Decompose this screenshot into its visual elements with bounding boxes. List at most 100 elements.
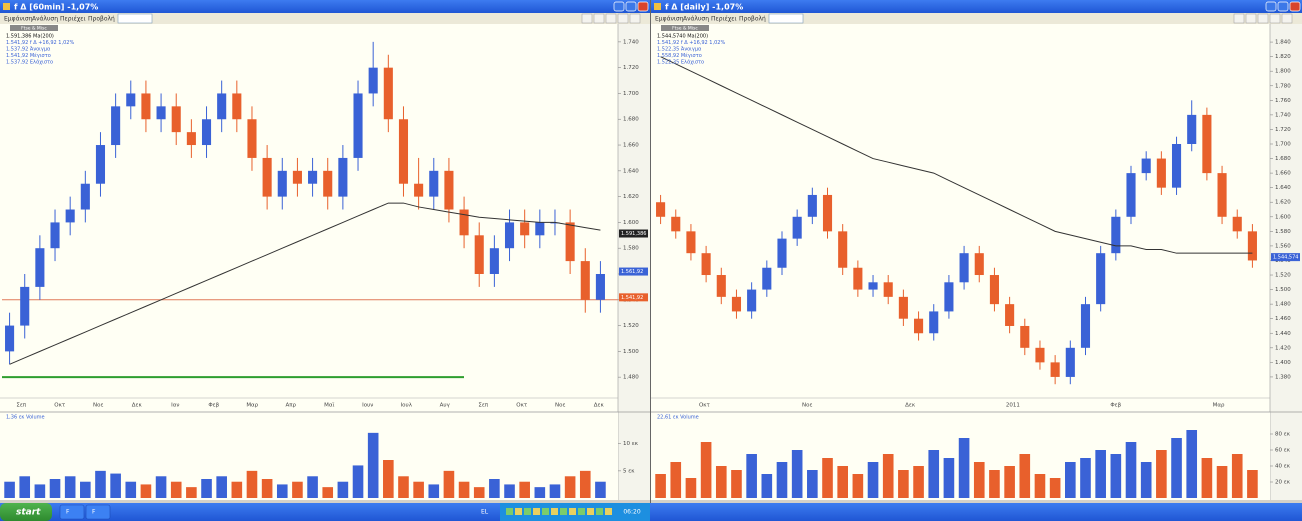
candle-body [1005, 304, 1015, 326]
toolbar-button[interactable] [581, 13, 593, 24]
start-button[interactable] [0, 503, 52, 521]
volume-bar [428, 484, 440, 498]
tray-icon[interactable] [596, 508, 603, 515]
toolbar-button[interactable] [1269, 13, 1281, 24]
toolbar-button[interactable] [617, 13, 629, 24]
volume-tick-label: 40 εκ [1275, 464, 1291, 470]
close-button[interactable] [637, 1, 649, 12]
volume-bar [700, 442, 712, 498]
candle-body [1232, 216, 1242, 232]
volume-tick-label: 20 εκ [1275, 480, 1291, 486]
x-tick-label: Φεβ [208, 403, 219, 409]
toolbar-button[interactable] [629, 13, 641, 24]
y-tick-label: 1.560 [1275, 243, 1291, 249]
y-tick-label: 1.520 [1275, 273, 1291, 279]
tray-icon[interactable] [515, 508, 522, 515]
tray-icon[interactable] [587, 508, 594, 515]
candle-body [1202, 114, 1212, 174]
close-button[interactable] [1289, 1, 1301, 12]
candle-body [217, 93, 227, 120]
candle-body [701, 253, 711, 276]
candle-body [838, 231, 848, 268]
candle-body [1080, 304, 1091, 348]
volume-bar [170, 481, 182, 498]
tray-icon[interactable] [560, 508, 567, 515]
volume-bar [867, 462, 879, 498]
volume-bar [852, 474, 864, 498]
menu-item[interactable]: Ανάλυση [683, 16, 709, 23]
maximize-button[interactable] [1277, 1, 1289, 12]
candle-body [156, 106, 166, 120]
volume-tick-label: 10 εκ [623, 441, 639, 447]
menu-item[interactable]: Ανάλυση [32, 16, 58, 23]
y-tick-label: 1.720 [1275, 127, 1291, 133]
search-box[interactable] [768, 13, 804, 24]
candle-body [95, 145, 106, 184]
tray-icon[interactable] [506, 508, 513, 515]
clock: 06:20 [623, 509, 640, 516]
candle-body [1065, 347, 1075, 377]
legend-line: 1.537,92 Άνοιγμα [6, 46, 51, 53]
menu-item[interactable]: Περιέχει [711, 16, 737, 23]
candle-body [762, 267, 772, 290]
volume-bar [837, 466, 848, 498]
candle-body [65, 209, 75, 223]
volume-bar [155, 476, 167, 498]
candle-body [777, 238, 787, 268]
tray-icon[interactable] [578, 508, 585, 515]
tray-icon[interactable] [551, 508, 558, 515]
candle-body [80, 183, 90, 210]
y-tick-label: 1.620 [1275, 200, 1291, 206]
tray-icon[interactable] [542, 508, 549, 515]
taskbar [0, 503, 1302, 521]
volume-bar [443, 470, 455, 498]
volume-bar [458, 481, 470, 498]
volume-bar [928, 450, 940, 498]
toolbar-button[interactable] [1245, 13, 1257, 24]
volume-bar [1034, 474, 1046, 498]
menu-item[interactable]: Εμφάνιση [655, 16, 684, 23]
legend-line: 1.541,92 f Δ +16,92 1,02% [657, 40, 725, 46]
candle-body [308, 170, 318, 184]
task-button[interactable] [59, 504, 85, 520]
tray-icon[interactable] [533, 508, 540, 515]
candle-body [201, 119, 212, 146]
menu-item[interactable]: Περιέχει [60, 16, 86, 23]
task-button[interactable] [85, 504, 111, 520]
language-indicator[interactable]: EL [481, 509, 489, 516]
volume-bar [352, 465, 364, 498]
candle-body [595, 273, 605, 300]
y-tick-label: 1.600 [1275, 214, 1291, 220]
candle-body [853, 267, 863, 290]
x-tick-label: Φεβ [1110, 403, 1121, 409]
y-tick-label: 1.640 [1275, 185, 1291, 191]
minimize-button[interactable] [613, 1, 625, 12]
chart-tab-label: Ftse & Misc [672, 26, 698, 32]
volume-bar [958, 438, 970, 498]
x-tick-label: Μαρ [246, 403, 258, 409]
candle-body [1050, 362, 1060, 377]
toolbar-button[interactable] [593, 13, 605, 24]
tray-icon[interactable] [605, 508, 612, 515]
toolbar-button[interactable] [1257, 13, 1269, 24]
volume-bar [292, 481, 303, 498]
toolbar-button[interactable] [1233, 13, 1245, 24]
candle-body [111, 106, 121, 146]
menu-item[interactable]: Εμφάνιση [4, 16, 33, 23]
menu-item[interactable]: Προβολή [739, 16, 766, 23]
menu-item[interactable]: Προβολή [88, 16, 115, 23]
toolbar-button[interactable] [1281, 13, 1293, 24]
candle-body [747, 289, 757, 312]
maximize-button[interactable] [625, 1, 637, 12]
volume-bar [791, 450, 803, 498]
tray-icon[interactable] [524, 508, 531, 515]
tray-icon[interactable] [569, 508, 576, 515]
search-box[interactable] [117, 13, 153, 24]
toolbar-button[interactable] [605, 13, 617, 24]
candle-body [686, 231, 696, 254]
y-tick-label: 1.700 [623, 91, 639, 97]
volume-bar [1110, 454, 1122, 498]
y-tick-label: 1.500 [1275, 287, 1291, 293]
minimize-button[interactable] [1265, 1, 1277, 12]
